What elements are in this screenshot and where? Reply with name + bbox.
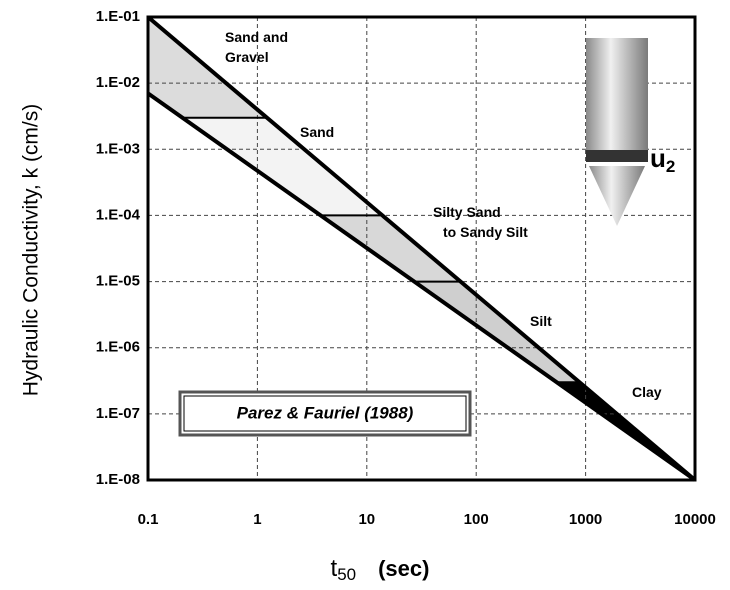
probe-icon: u2: [586, 38, 675, 226]
zone-label-line: Sand: [300, 124, 334, 140]
zone-label: Silt: [530, 313, 552, 329]
inset-box: Parez & Fauriel (1988): [178, 390, 472, 437]
y-tick-label: 1.E-01: [96, 8, 140, 25]
zone-label-line: Silt: [530, 313, 552, 329]
y-tick-label: 1.E-08: [96, 471, 140, 488]
y-tick-label: 1.E-03: [96, 140, 140, 157]
x-tick-label: 1: [253, 511, 261, 528]
y-tick-label: 1.E-04: [96, 206, 141, 223]
line: [146, 91, 697, 482]
zone-label-line: Gravel: [225, 49, 269, 65]
zone-label: Sand: [300, 124, 334, 140]
zone: [320, 215, 461, 282]
x-tick-label: 100: [464, 511, 489, 528]
x-tick-label: 1000: [569, 511, 602, 528]
zone-label-line: to Sandy Silt: [443, 224, 528, 240]
y-tick-label: 1.E-07: [96, 405, 140, 422]
zone-label-line: Sand and: [225, 29, 288, 45]
y-axis-label: Hydraulic Conductivity, k (cm/s): [20, 104, 43, 397]
zone-label-line: Silty Sand: [433, 204, 501, 220]
inset-text: Parez & Fauriel (1988): [237, 403, 414, 422]
y-tick-label: 1.E-02: [96, 74, 140, 91]
x-tick-label: 10: [358, 511, 375, 528]
x-tick-label: 10000: [674, 511, 716, 528]
plot-frame: [146, 15, 697, 482]
line: [146, 15, 697, 482]
zone-label: Clay: [632, 384, 662, 400]
zone-label: Silty Sand to Sandy Silt: [433, 204, 528, 240]
zone: [414, 281, 580, 383]
zone: [182, 117, 383, 216]
y-tick-label: 1.E-06: [96, 339, 140, 356]
plot-area: 1.E-01 1.E-02 1.E-03 1.E-04 1.E-05 1.E-06 1.E-…: [96, 8, 716, 528]
x-axis-label: t50 (sec): [331, 555, 430, 584]
zone-label-line: Clay: [632, 384, 662, 400]
x-tick-label: 0.1: [138, 511, 159, 528]
probe-label: u2: [650, 143, 675, 177]
zone-label: Sand and Gravel: [225, 29, 288, 65]
y-tick-label: 1.E-05: [96, 273, 140, 290]
